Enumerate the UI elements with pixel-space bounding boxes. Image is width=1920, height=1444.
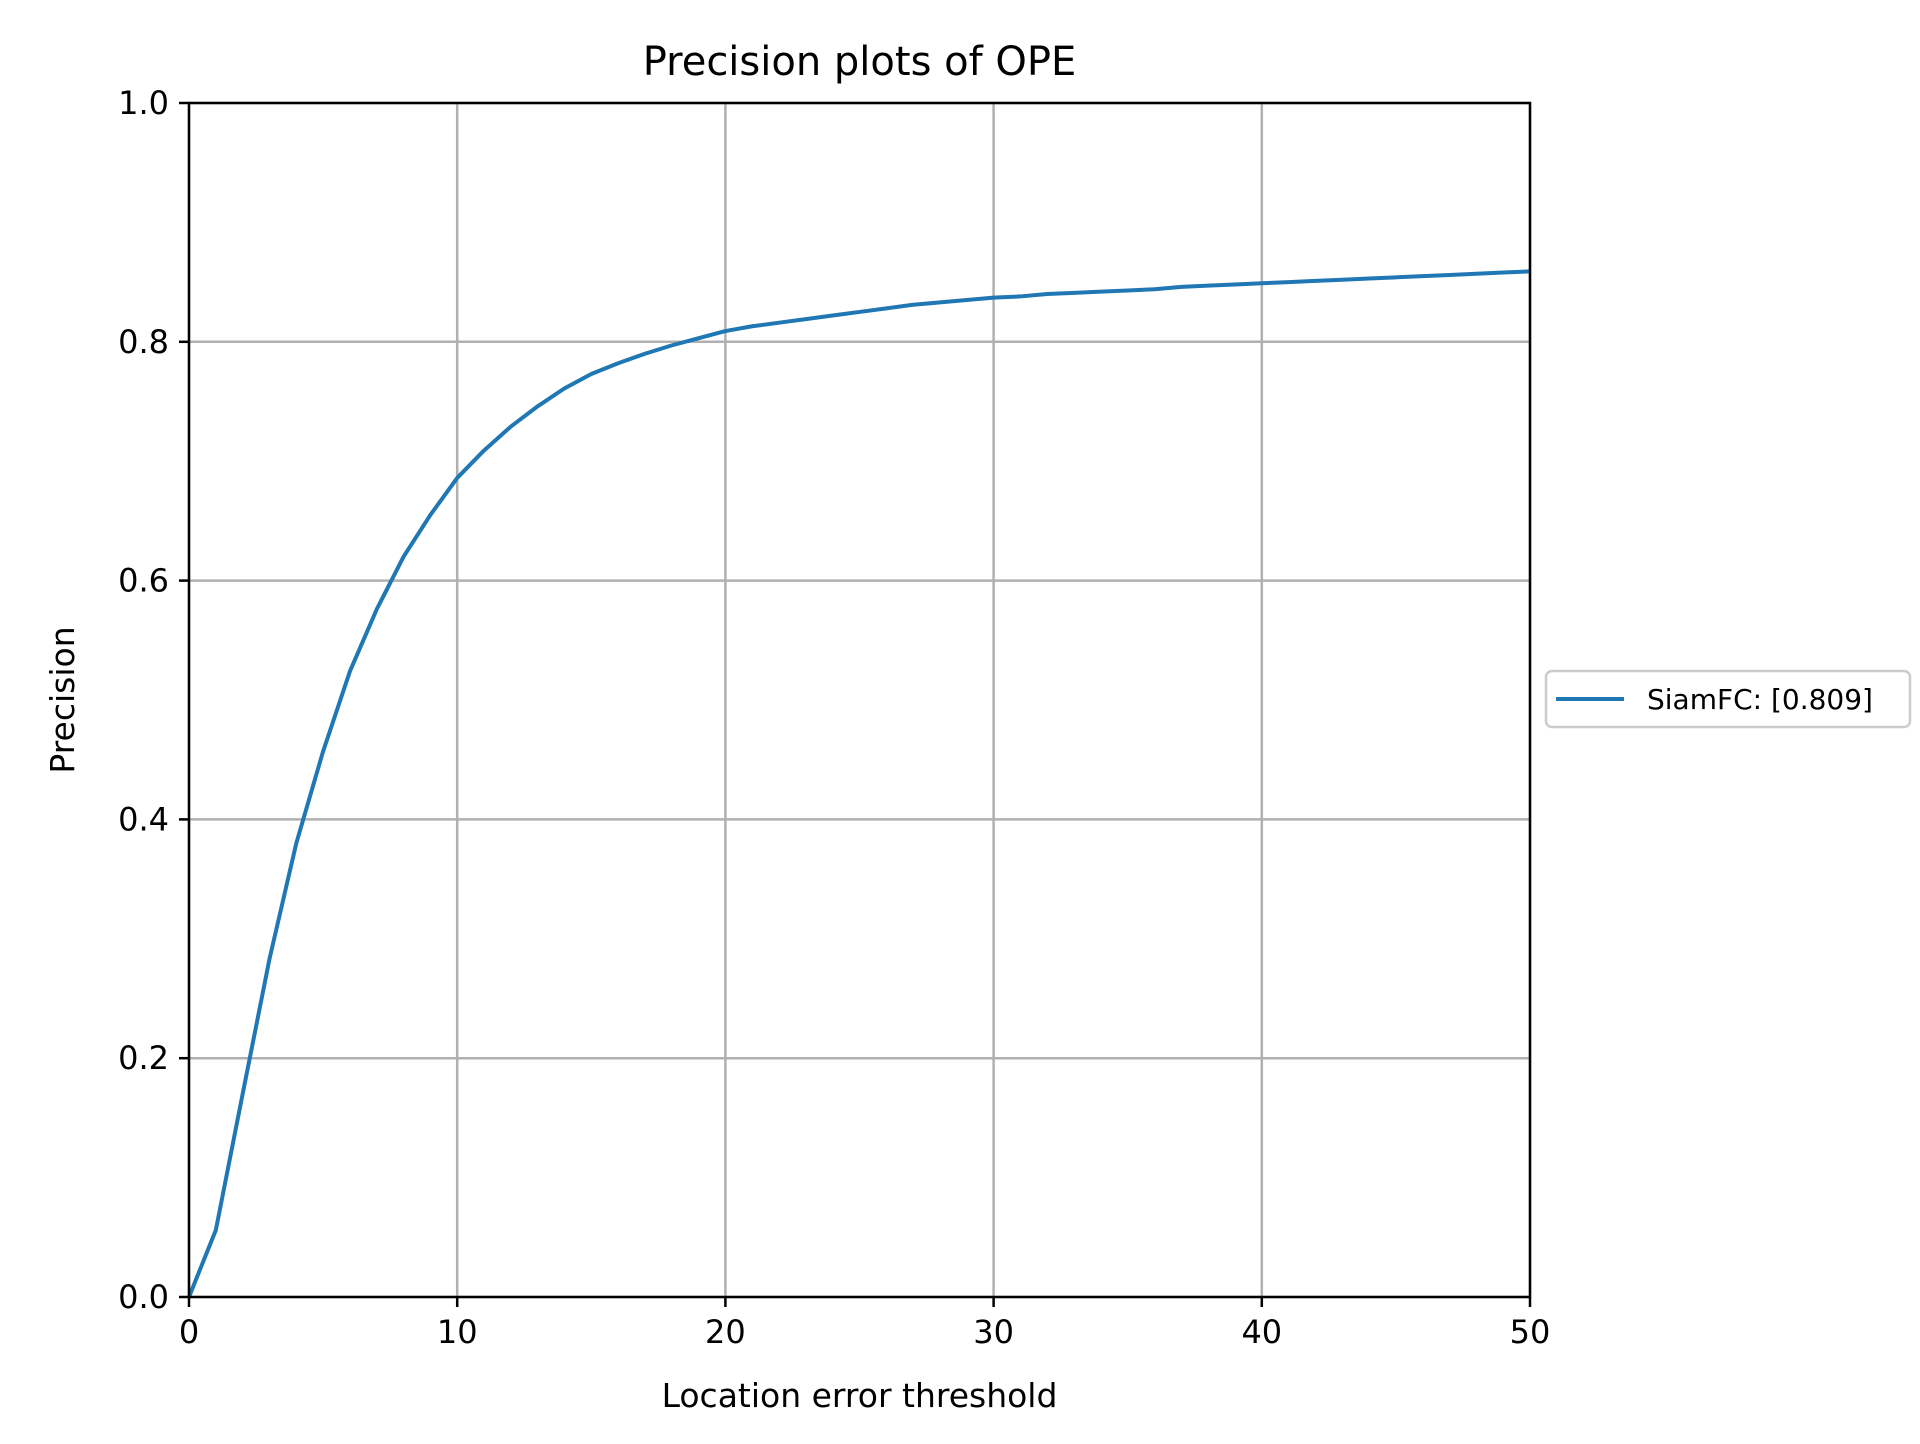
x-tick-label: 50: [1510, 1313, 1551, 1351]
x-tick-label: 10: [437, 1313, 478, 1351]
series-line-siamfc: [187, 269, 1531, 1298]
plot-frame: [187, 101, 1532, 1299]
grid-layer: [187, 101, 1532, 1299]
y-tick-label: 0.0: [118, 1278, 169, 1316]
x-tick-label: 0: [179, 1313, 199, 1351]
y-tick-label: 1.0: [118, 84, 169, 122]
x-tick-label: 40: [1241, 1313, 1282, 1351]
chart-title: Precision plots of OPE: [643, 39, 1077, 85]
tick-layer: 0 10 20 30 40 50 0.0 0.2 0.4 0.6 0.8 1.0: [118, 84, 1550, 1351]
x-axis-label: Location error threshold: [662, 1376, 1058, 1415]
y-tick-label: 0.2: [118, 1039, 169, 1077]
legend: SiamFC: [0.809]: [1544, 669, 1912, 729]
y-tick-label: 0.4: [118, 800, 169, 838]
legend-box: [1544, 669, 1912, 729]
x-tick-label: 20: [705, 1313, 746, 1351]
y-axis-label: Precision: [43, 626, 82, 773]
y-tick-label: 0.8: [118, 323, 169, 361]
legend-label-siamfc: SiamFC: [0.809]: [1647, 683, 1873, 716]
x-tick-label: 30: [973, 1313, 1014, 1351]
series-layer: [187, 269, 1531, 1298]
y-tick-label: 0.6: [118, 562, 169, 600]
